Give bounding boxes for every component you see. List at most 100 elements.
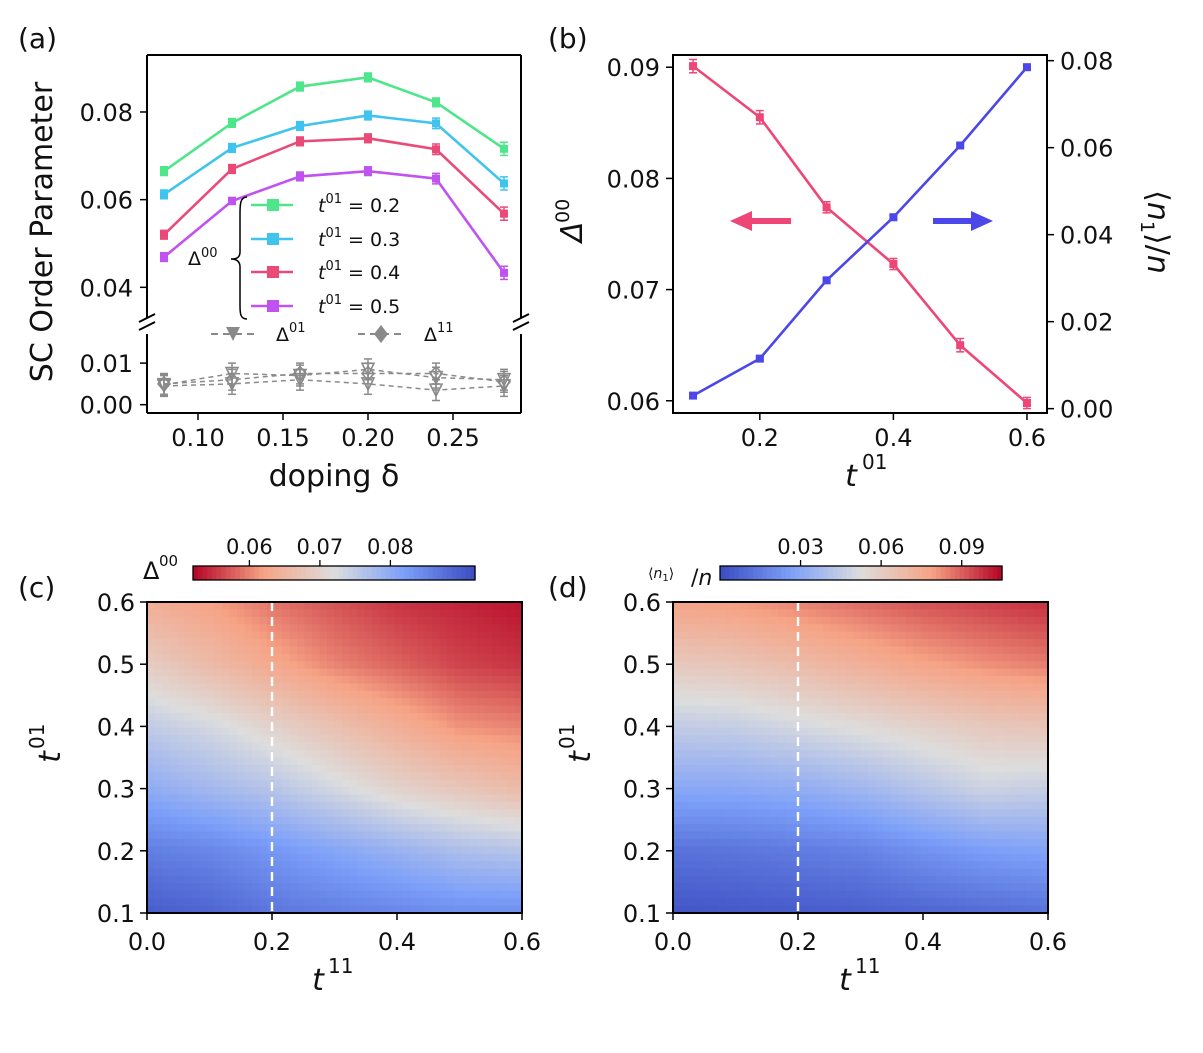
c-heat-cell-r38-c8 xyxy=(207,883,216,892)
c-heat-cell-r36-c22 xyxy=(312,868,321,877)
c-heat-cell-r34-c22 xyxy=(312,853,321,862)
d-heat-cell-r40-c29 xyxy=(890,898,899,907)
d-heat-cell-r18-c38 xyxy=(958,735,967,744)
c-heat-cell-r23-c9 xyxy=(214,772,223,781)
c-heat-cell-r17-c18 xyxy=(282,727,291,736)
c-heat-cell-r30-c44 xyxy=(477,824,486,833)
d-heat-cell-r17-c49 xyxy=(1040,727,1048,736)
c-heat-cell-r14-c41 xyxy=(454,705,463,714)
d-heat-cell-r5-c41 xyxy=(980,639,989,648)
d-colorbar-cell-27 xyxy=(846,566,853,580)
c-heat-cell-r0-c17 xyxy=(274,602,283,610)
d-heat-cell-r29-c10 xyxy=(748,816,757,825)
d-heat-cell-r18-c27 xyxy=(875,735,884,744)
c-heat-cell-r14-c1 xyxy=(154,705,163,714)
c-heat-cell-r33-c21 xyxy=(304,846,313,855)
d-heat-cell-r12-c43 xyxy=(995,690,1004,699)
c-heat-cell-r41-c41 xyxy=(454,905,463,913)
d-heat-cell-r33-c22 xyxy=(838,846,847,855)
d-heat-cell-r21-c33 xyxy=(920,757,929,766)
c-heat-cell-r21-c40 xyxy=(447,757,456,766)
d-heat-cell-r18-c30 xyxy=(898,735,907,744)
d-heat-cell-r13-c35 xyxy=(935,698,944,707)
d-heat-cell-r18-c19 xyxy=(815,735,824,744)
d-heat-cell-r34-c41 xyxy=(980,853,989,862)
c-heat-cell-r39-c5 xyxy=(184,890,193,899)
c-heat-cell-r39-c42 xyxy=(462,890,471,899)
c-heat-cell-r36-c28 xyxy=(357,868,366,877)
c-heat-cell-r29-c20 xyxy=(297,816,306,825)
c-heat-cell-r26-c19 xyxy=(289,794,298,803)
d-heat-cell-r38-c33 xyxy=(920,883,929,892)
d-heat-cell-r17-c9 xyxy=(740,727,749,736)
d-heat-cell-r26-c44 xyxy=(1003,794,1012,803)
c-heat-cell-r8-c2 xyxy=(162,661,171,670)
d-heat-cell-r20-c30 xyxy=(898,750,907,759)
d-heat-cell-r30-c34 xyxy=(928,824,937,833)
c-heat-cell-r35-c43 xyxy=(469,861,478,870)
d-heat-cell-r17-c18 xyxy=(808,727,817,736)
c-heat-cell-r19-c4 xyxy=(177,742,186,751)
d-heat-cell-r21-c46 xyxy=(1018,757,1027,766)
d-heat-cell-r25-c11 xyxy=(755,787,764,796)
d-heat-cell-r34-c27 xyxy=(875,853,884,862)
c-heat-cell-r1-c30 xyxy=(372,609,381,618)
c-heat-cell-r16-c10 xyxy=(222,720,231,729)
c-xtick-label-1: 0.2 xyxy=(253,928,291,956)
c-heat-cell-r25-c48 xyxy=(507,787,516,796)
d-heat-cell-r2-c15 xyxy=(785,616,794,625)
d-heat-cell-r32-c30 xyxy=(898,838,907,847)
c-heat-cell-r25-c43 xyxy=(469,787,478,796)
d-heat-cell-r40-c17 xyxy=(800,898,809,907)
c-heat-cell-r24-c13 xyxy=(244,779,253,788)
d-heat-cell-r12-c47 xyxy=(1025,690,1034,699)
d-heat-cell-r39-c38 xyxy=(958,890,967,899)
c-heat-cell-r13-c4 xyxy=(177,698,186,707)
c-heat-cell-r6-c45 xyxy=(484,646,493,655)
c-heat-cell-r34-c14 xyxy=(252,853,261,862)
d-heat-cell-r0-c17 xyxy=(800,602,809,610)
d-heat-cell-r13-c34 xyxy=(928,698,937,707)
c-heat-cell-r7-c30 xyxy=(372,653,381,662)
d-heat-cell-r26-c45 xyxy=(1010,794,1019,803)
d-heat-cell-r35-c2 xyxy=(688,861,697,870)
d-heat-cell-r17-c3 xyxy=(695,727,704,736)
d-heat-cell-r1-c24 xyxy=(853,609,862,618)
c-heat-cell-r18-c11 xyxy=(229,735,238,744)
c-heat-cell-r20-c45 xyxy=(484,750,493,759)
d-heat-cell-r33-c36 xyxy=(943,846,952,855)
c-heat-cell-r35-c45 xyxy=(484,861,493,870)
d-heat-cell-r30-c19 xyxy=(815,824,824,833)
d-heat-cell-r19-c41 xyxy=(980,742,989,751)
d-heat-cell-r2-c21 xyxy=(830,616,839,625)
c-heat-cell-r30-c14 xyxy=(252,824,261,833)
d-heat-cell-r32-c5 xyxy=(710,838,719,847)
c-heat-cell-r28-c41 xyxy=(454,809,463,818)
d-heat-cell-r11-c1 xyxy=(680,683,689,692)
c-heat-cell-r33-c36 xyxy=(417,846,426,855)
d-heat-cell-r13-c6 xyxy=(718,698,727,707)
d-heat-cell-r22-c39 xyxy=(965,764,974,773)
d-heat-cell-r9-c33 xyxy=(920,668,929,677)
c-heat-cell-r26-c43 xyxy=(469,794,478,803)
c-colorbar-cell-48 xyxy=(418,566,424,580)
d-heat-cell-r5-c18 xyxy=(808,639,817,648)
d-heat-cell-r28-c10 xyxy=(748,809,757,818)
c-heat-cell-r1-c17 xyxy=(274,609,283,618)
c-heat-cell-r30-c47 xyxy=(499,824,508,833)
c-heat-cell-r38-c45 xyxy=(484,883,493,892)
c-heat-cell-r26-c20 xyxy=(297,794,306,803)
d-heat-cell-r29-c45 xyxy=(1010,816,1019,825)
d-heat-cell-r12-c24 xyxy=(853,690,862,699)
d-heat-cell-r27-c30 xyxy=(898,801,907,810)
d-heat-cell-r34-c1 xyxy=(680,853,689,862)
d-heat-cell-r2-c10 xyxy=(748,616,757,625)
c-heat-cell-r5-c14 xyxy=(252,639,261,648)
d-heat-cell-r24-c40 xyxy=(973,779,982,788)
c-heat-cell-r32-c19 xyxy=(289,838,298,847)
b-xlabel: t 01 xyxy=(845,450,887,494)
c-heat-cell-r22-c32 xyxy=(387,764,396,773)
d-heat-cell-r28-c12 xyxy=(763,809,772,818)
d-colorbar-cell-3 xyxy=(734,566,740,580)
d-heat-cell-r31-c39 xyxy=(965,831,974,840)
